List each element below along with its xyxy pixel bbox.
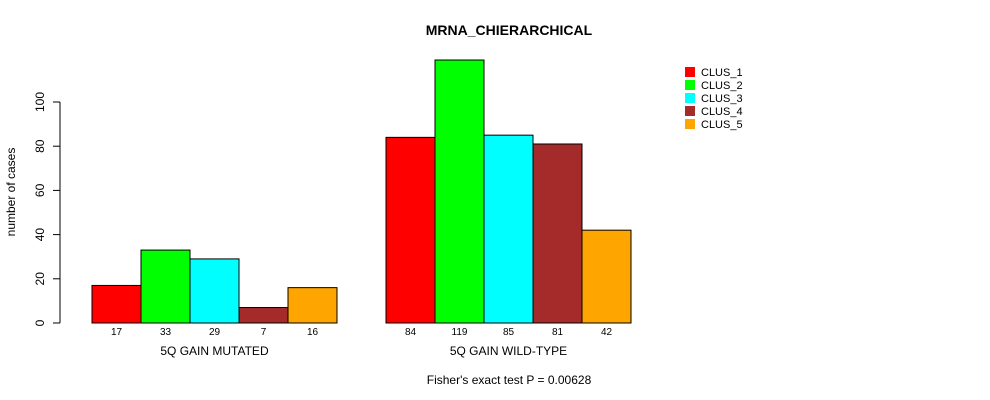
footnote: Fisher's exact test P = 0.00628 xyxy=(427,373,592,387)
value-labels: 17 33 29 7 16 84 119 85 81 42 xyxy=(111,327,613,338)
bar-clus-4-group-1 xyxy=(238,307,289,324)
value-label: 16 xyxy=(307,327,319,338)
chart-title: MRNA_CHIERARCHICAL xyxy=(426,22,593,38)
y-axis: 0 20 40 60 80 100 xyxy=(33,92,61,326)
legend-swatch xyxy=(685,80,695,90)
bar-clus-5-group-1 xyxy=(287,287,338,324)
value-label: 119 xyxy=(452,327,468,338)
value-label: 81 xyxy=(552,327,564,338)
bar-clus-3-group-2 xyxy=(483,134,534,324)
y-tick-label: 60 xyxy=(33,183,47,197)
value-label: 33 xyxy=(160,327,172,338)
legend-entry: CLUS_3 xyxy=(701,93,743,105)
bar-clus-2-group-1 xyxy=(140,249,191,324)
value-label: 29 xyxy=(209,327,221,338)
y-tick-label: 100 xyxy=(33,92,47,112)
group-label: 5Q GAIN WILD-TYPE xyxy=(450,344,567,358)
value-label: 7 xyxy=(261,327,267,338)
legend-entry: CLUS_1 xyxy=(701,67,743,79)
bar-clus-1-group-1 xyxy=(91,284,142,324)
group-labels: 5Q GAIN MUTATED 5Q GAIN WILD-TYPE xyxy=(160,344,567,358)
legend-swatch xyxy=(685,67,695,77)
value-label: 17 xyxy=(111,327,123,338)
legend-entry: CLUS_2 xyxy=(701,80,743,92)
bars xyxy=(91,59,632,324)
y-tick-label: 20 xyxy=(33,272,47,286)
bar-clus-3-group-1 xyxy=(189,258,240,324)
legend-swatch xyxy=(685,106,695,116)
legend-swatch xyxy=(685,119,695,129)
legend-entry: CLUS_4 xyxy=(701,106,743,118)
bar-clus-4-group-2 xyxy=(532,143,583,324)
legend-swatch xyxy=(685,93,695,103)
value-label: 42 xyxy=(601,327,613,338)
y-tick-label: 40 xyxy=(33,228,47,242)
group-label: 5Q GAIN MUTATED xyxy=(160,344,269,358)
value-label: 84 xyxy=(405,327,417,338)
legend-entry: CLUS_5 xyxy=(701,119,743,131)
y-axis-label: number of cases xyxy=(4,148,18,237)
bar-clus-2-group-2 xyxy=(434,59,485,324)
bar-clus-1-group-2 xyxy=(385,136,436,324)
bar-clus-5-group-2 xyxy=(581,229,632,324)
y-tick-label: 0 xyxy=(33,319,47,326)
y-tick-label: 80 xyxy=(33,139,47,153)
value-label: 85 xyxy=(503,327,515,338)
